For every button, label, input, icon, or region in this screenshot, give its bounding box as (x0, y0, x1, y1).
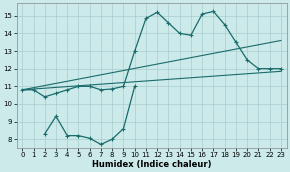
X-axis label: Humidex (Indice chaleur): Humidex (Indice chaleur) (92, 159, 211, 169)
